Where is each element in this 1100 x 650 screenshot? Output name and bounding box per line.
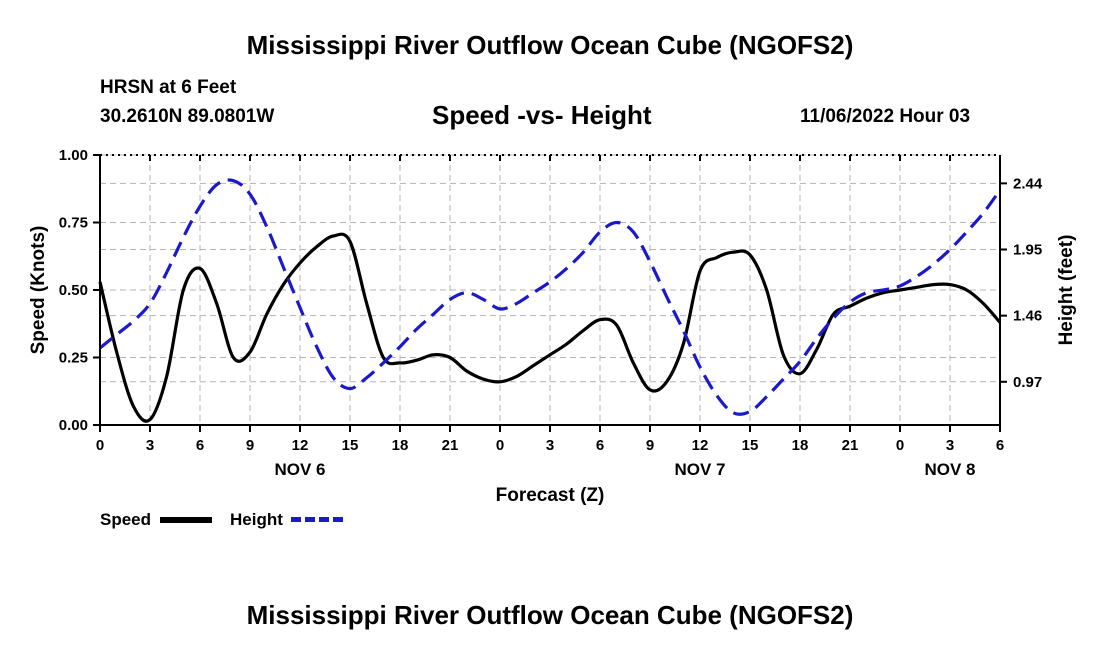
x-tick-label: 6 xyxy=(596,437,604,454)
axes xyxy=(93,154,1007,432)
x-tick-label: 3 xyxy=(146,437,154,454)
legend-height-swatch xyxy=(291,517,343,522)
footer-title: Mississippi River Outflow Ocean Cube (NG… xyxy=(246,600,854,630)
y-axis-title-right: Height (feet) xyxy=(1056,235,1077,346)
x-tick-label: 18 xyxy=(392,437,409,454)
y-tick-label-left: 0.00 xyxy=(59,417,88,434)
x-tick-label: 15 xyxy=(342,437,359,454)
x-tick-label: 18 xyxy=(792,437,809,454)
x-tick-label: 12 xyxy=(292,437,309,454)
y-axis-title-left: Speed (Knots) xyxy=(28,226,49,355)
y-tick-label-right: 1.46 xyxy=(1013,308,1042,325)
legend-height-label: Height xyxy=(230,510,283,529)
station-label: HRSN at 6 Feet xyxy=(100,77,237,98)
legend-speed-swatch xyxy=(160,517,212,523)
axis-labels: 0 3 6 9 12 15 18 21 0 3 6 9 12 15 18 21 0 3 6 NOV 6 NOV 7 NOV… xyxy=(28,147,1077,506)
chart-title: Mississippi River Outflow Ocean Cube (NG… xyxy=(246,30,854,60)
day-label: NOV 7 xyxy=(674,460,725,479)
x-tick-label: 0 xyxy=(96,437,104,454)
x-axis-title: Forecast (Z) xyxy=(496,485,605,506)
y-tick-label-left: 0.50 xyxy=(59,282,88,299)
chart-subtitle: Speed -vs- Height xyxy=(432,100,652,130)
day-label: NOV 8 xyxy=(924,460,975,479)
y-tick-label-left: 0.75 xyxy=(59,215,88,232)
legend-speed-label: Speed xyxy=(100,510,152,529)
y-tick-label-right: 0.97 xyxy=(1013,374,1042,391)
forecast-datetime: 11/06/2022 Hour 03 xyxy=(800,106,971,127)
x-tick-label: 9 xyxy=(646,437,654,454)
y-tick-label-left: 0.25 xyxy=(59,350,88,367)
series-line-height xyxy=(98,178,1002,416)
x-tick-label: 21 xyxy=(842,437,859,454)
x-tick-label: 6 xyxy=(996,437,1004,454)
x-tick-label: 0 xyxy=(896,437,904,454)
x-tick-label: 6 xyxy=(196,437,204,454)
series-lines xyxy=(98,178,1002,423)
x-tick-label: 3 xyxy=(946,437,954,454)
x-tick-label: 15 xyxy=(742,437,759,454)
y-tick-label-right: 1.95 xyxy=(1013,242,1042,259)
x-tick-label: 0 xyxy=(496,437,504,454)
station-coordinates: 30.2610N 89.0801W xyxy=(100,106,275,127)
x-tick-label: 9 xyxy=(246,437,254,454)
series-line-speed xyxy=(98,232,1002,423)
grid-lines xyxy=(99,154,1001,426)
x-tick-label: 21 xyxy=(442,437,459,454)
day-label: NOV 6 xyxy=(274,460,325,479)
x-tick-label: 3 xyxy=(546,437,554,454)
y-tick-label-left: 1.00 xyxy=(59,147,88,164)
x-tick-label: 12 xyxy=(692,437,709,454)
y-tick-label-right: 2.44 xyxy=(1013,175,1043,192)
